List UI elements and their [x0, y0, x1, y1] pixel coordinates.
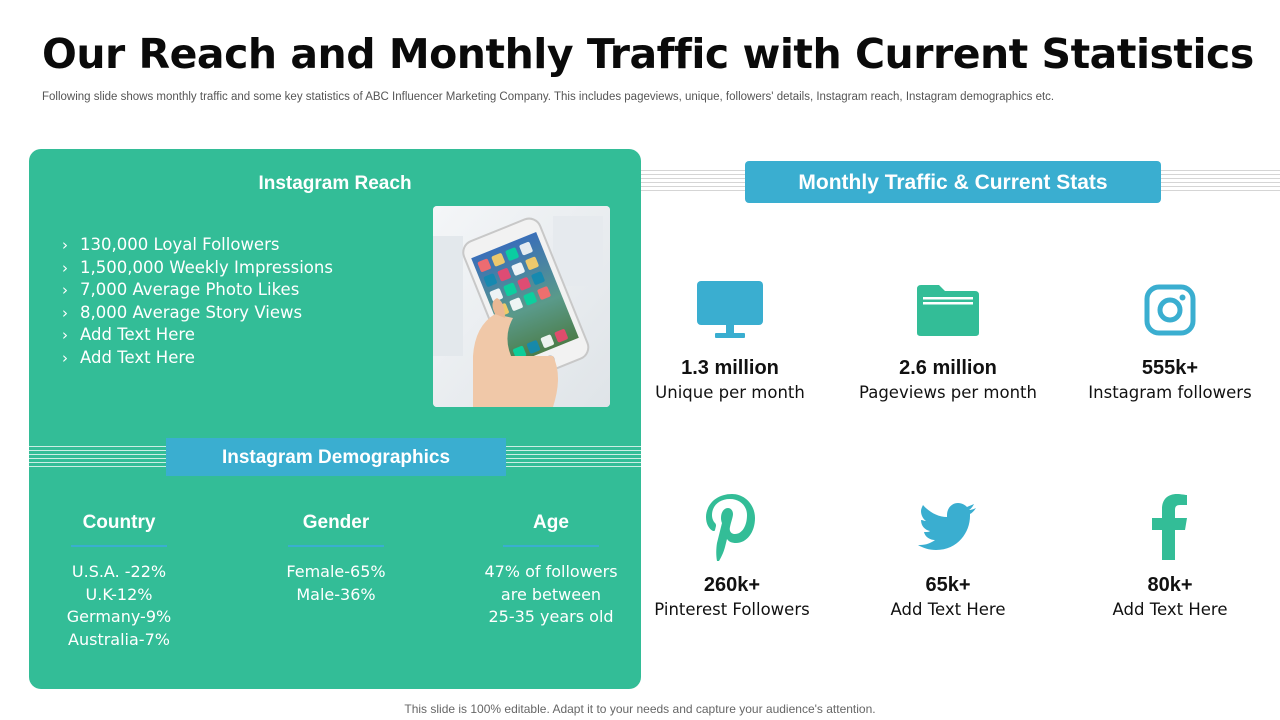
list-item-label: Add Text Here [80, 347, 195, 367]
page-subtitle: Following slide shows monthly traffic an… [42, 91, 1055, 103]
country-line: Germany-9% [66, 607, 172, 627]
stat-label: Pinterest Followers [654, 600, 810, 619]
chevron-right-icon: › [62, 281, 68, 300]
stat-card: 80k+ Add Text Here [1060, 492, 1280, 619]
twitter-icon [918, 503, 976, 550]
instagram-demographics-heading: Instagram Demographics [166, 438, 506, 476]
list-item: › 130,000 Loyal Followers [62, 234, 333, 257]
monitor-icon [697, 281, 763, 338]
gender-line: Male-36% [296, 584, 376, 604]
stat-value: 2.6 million [899, 357, 997, 379]
country-heading: Country [82, 512, 156, 533]
pinterest-icon [706, 494, 755, 561]
country-line: U.S.A. -22% [71, 562, 167, 581]
footer-note: This slide is 100% editable. Adapt it to… [404, 702, 876, 716]
stat-value: 80k+ [1147, 574, 1193, 596]
decorative-lines [506, 446, 641, 470]
stat-card: 65k+ Add Text Here [838, 492, 1058, 619]
stat-label: Instagram followers [1088, 383, 1252, 402]
decorative-lines [641, 170, 745, 194]
stat-value: 555k+ [1141, 357, 1199, 379]
instagram-reach-heading: Instagram Reach [258, 173, 412, 194]
list-item: › 7,000 Average Photo Likes [62, 279, 333, 302]
stat-card: 555k+ Instagram followers [1060, 275, 1280, 402]
page-title: Our Reach and Monthly Traffic with Curre… [42, 30, 1254, 78]
age-line: are between [500, 584, 602, 604]
stat-value: 1.3 million [681, 357, 779, 379]
list-item: › 1,500,000 Weekly Impressions [62, 257, 333, 280]
stat-label: Pageviews per month [859, 383, 1037, 402]
divider [503, 545, 599, 547]
facebook-icon [1152, 494, 1187, 560]
list-item-label: 7,000 Average Photo Likes [80, 280, 300, 300]
stat-card: 260k+ Pinterest Followers [622, 492, 842, 619]
stat-label: Unique per month [655, 383, 805, 402]
age-line: 25-35 years old [488, 607, 614, 627]
instagram-reach-list: › 130,000 Loyal Followers › 1,500,000 Week… [62, 234, 333, 370]
country-line: Australia-7% [68, 630, 170, 650]
list-item-label: Add Text Here [80, 325, 195, 345]
gender-line: Female-65% [286, 562, 386, 581]
list-item-label: 8,000 Average Story Views [80, 302, 303, 322]
smartphone-illustration [433, 206, 610, 407]
gender-column: Gender Female-65% Male-36% [236, 512, 436, 606]
chevron-right-icon: › [62, 258, 68, 277]
list-item-label: 1,500,000 Weekly Impressions [80, 257, 333, 277]
stat-value: 260k+ [703, 574, 761, 596]
chevron-right-icon: › [62, 348, 68, 367]
list-item: › 8,000 Average Story Views [62, 302, 333, 325]
stat-label: Add Text Here [890, 600, 1006, 619]
chevron-right-icon: › [62, 303, 68, 322]
stat-card: 1.3 million Unique per month [620, 275, 840, 402]
chevron-right-icon: › [62, 236, 68, 254]
stat-value: 65k+ [925, 574, 971, 596]
stat-label: Add Text Here [1112, 600, 1228, 619]
age-line: 47% of followers [484, 562, 618, 581]
list-item: › Add Text Here [62, 324, 333, 347]
decorative-lines [29, 446, 166, 470]
country-line: U.K-12% [85, 584, 153, 604]
age-heading: Age [533, 512, 569, 533]
monthly-traffic-heading: Monthly Traffic & Current Stats [745, 161, 1161, 203]
folder-icon [917, 285, 979, 336]
stat-card: 2.6 million Pageviews per month [838, 275, 1058, 402]
list-item: › Add Text Here [62, 347, 333, 370]
divider [288, 545, 384, 547]
divider [71, 545, 167, 547]
gender-heading: Gender [302, 512, 370, 533]
instagram-icon [1144, 284, 1196, 336]
country-column: Country U.S.A. -22% U.K-12% Germany-9% A… [19, 512, 219, 652]
phone-in-hand-image [433, 206, 610, 407]
chevron-right-icon: › [62, 326, 68, 345]
age-column: Age 47% of followers are between 25-35 y… [451, 512, 651, 629]
decorative-lines [1161, 170, 1280, 194]
list-item-label: 130,000 Loyal Followers [80, 235, 280, 254]
